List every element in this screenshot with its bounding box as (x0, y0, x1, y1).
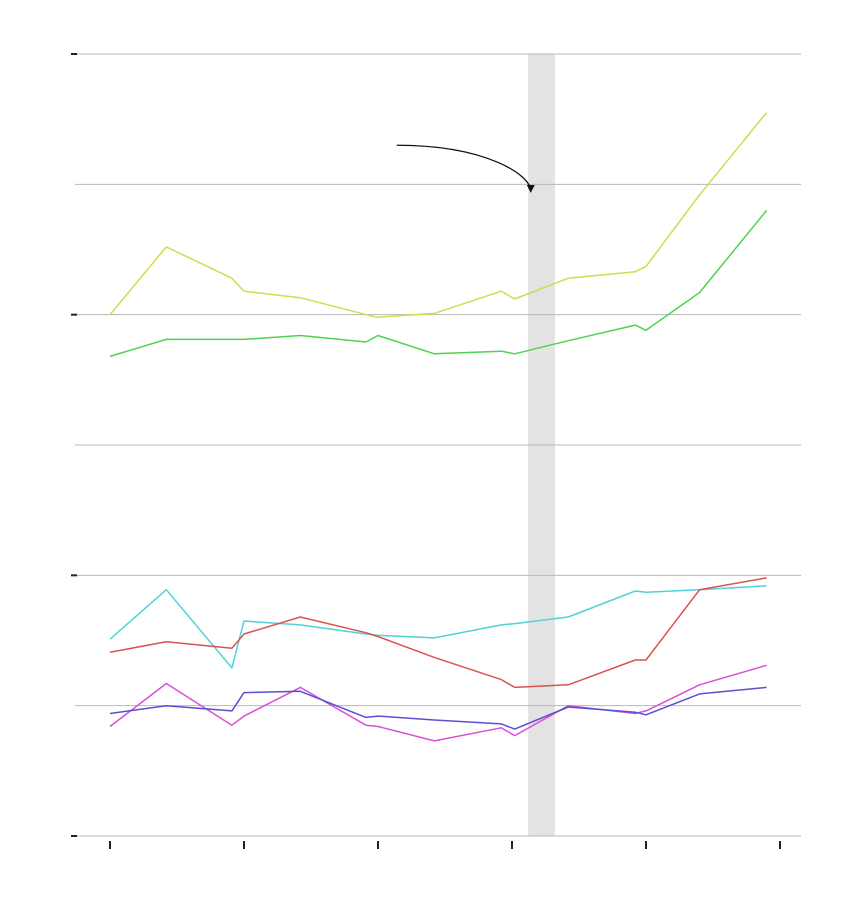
annotation-arrow (396, 144, 535, 193)
series-layer (109, 112, 768, 742)
series-line-2 (109, 209, 768, 358)
series-line-3 (109, 585, 767, 669)
annotation-layer (396, 144, 535, 193)
series-line-6 (109, 686, 767, 730)
series-line-1 (109, 112, 768, 319)
gridlines (75, 53, 801, 837)
series-line-4 (109, 577, 767, 689)
series-line-5 (109, 664, 767, 742)
axis-ticks (71, 53, 781, 849)
